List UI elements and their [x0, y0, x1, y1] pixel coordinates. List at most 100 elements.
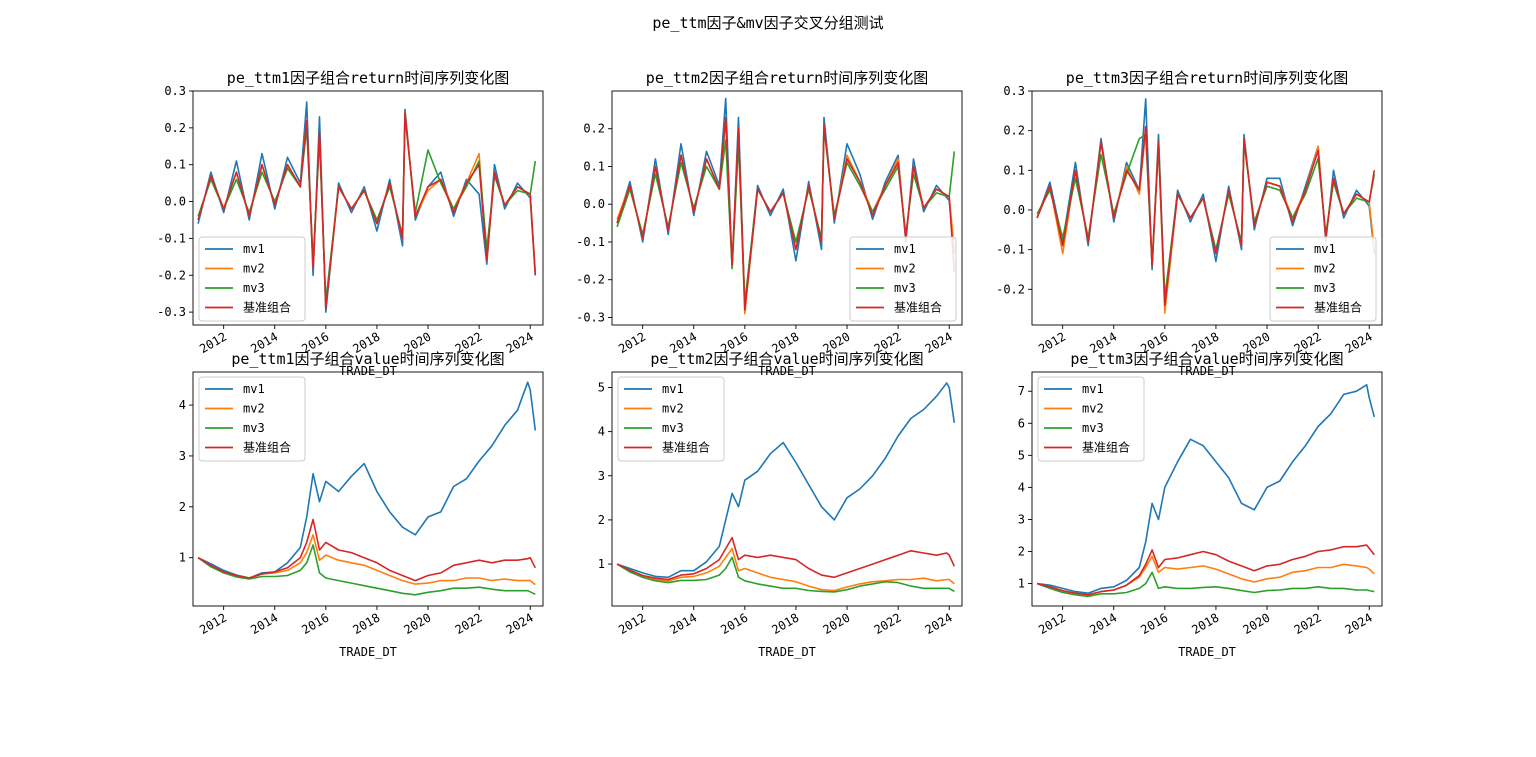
legend-label: mv3 — [894, 281, 916, 295]
series-line-基准组合 — [616, 536, 956, 581]
x-axis-label: TRADE_DT — [758, 364, 816, 378]
chart-panel-3: pe_ttm3因子组合return时间序列变化图 -0.2 -0.1 0.0 0.1 0.… — [996, 69, 1383, 378]
series-line-mv3 — [1036, 571, 1375, 598]
y-tick-label: 0.2 — [583, 122, 605, 136]
x-tick-label: 2014 — [1087, 610, 1119, 637]
chart-title: pe_ttm1因子组合return时间序列变化图 — [227, 69, 509, 87]
series-group — [197, 101, 537, 313]
series-line-mv3 — [197, 544, 536, 596]
series-line-mv1 — [1037, 383, 1376, 595]
legend-box — [198, 376, 306, 462]
legend-label: 基准组合 — [662, 440, 710, 455]
y-tick-label: -0.1 — [157, 231, 186, 245]
axes-frame — [611, 371, 963, 607]
y-tick-label: 5 — [598, 380, 605, 394]
y-tick-label: 0.1 — [583, 159, 605, 173]
x-tick-label: 2024 — [1343, 610, 1375, 637]
series-line-基准组合 — [1036, 544, 1375, 596]
series-line-mv2 — [616, 547, 955, 592]
x-tick-label: 2018 — [1189, 610, 1221, 637]
legend: mv1 mv2 mv3 基准组合 — [198, 376, 306, 462]
axes-frame — [1031, 371, 1383, 607]
chart-panel-2: pe_ttm2因子组合return时间序列变化图 -0.3 -0.2 -0.1 0.0 0… — [576, 69, 963, 378]
chart-panel-5: pe_ttm2因子组合value时间序列变化图 1 2 3 4 5 2012 2014 2016… — [598, 350, 963, 659]
legend-label: 基准组合 — [243, 440, 291, 455]
x-axis-label: TRADE_DT — [758, 645, 816, 659]
series-line-基准组合 — [197, 112, 537, 310]
x-tick-label: 2018 — [769, 610, 801, 637]
y-tick-label: -0.3 — [157, 305, 186, 319]
y-tick-label: 0.2 — [164, 121, 186, 135]
axes-frame — [192, 371, 544, 607]
x-tick-label: 2014 — [248, 610, 280, 637]
y-tick-label: 3 — [179, 449, 186, 463]
legend-label: mv1 — [1082, 382, 1104, 396]
x-tick-label: 2016 — [1138, 610, 1170, 637]
chart-title: pe_ttm3因子组合return时间序列变化图 — [1066, 69, 1348, 87]
series-line-基准组合 — [197, 518, 537, 582]
x-tick-label: 2018 — [350, 610, 382, 637]
chart-title: pe_ttm2因子组合value时间序列变化图 — [650, 350, 923, 368]
y-tick-label: 6 — [1018, 416, 1025, 430]
x-tick-label: 2012 — [197, 610, 229, 637]
x-tick-label: 2024 — [1343, 329, 1375, 356]
legend: mv1 mv2 mv3 基准组合 — [198, 236, 306, 322]
legend-label: mv1 — [662, 382, 684, 396]
x-tick-label: 2012 — [1036, 329, 1068, 356]
x-tick-label: 2022 — [872, 610, 904, 637]
y-tick-label: 4 — [598, 425, 605, 439]
x-tick-label: 2020 — [821, 610, 853, 637]
x-tick-label: 2024 — [923, 329, 955, 356]
x-axis-label: TRADE_DT — [339, 645, 397, 659]
y-tick-label: -0.2 — [996, 282, 1025, 296]
series-group — [1036, 98, 1376, 314]
series-line-mv1 — [197, 381, 537, 579]
chart-title: pe_ttm1因子组合value时间序列变化图 — [231, 350, 504, 368]
x-tick-label: 2012 — [616, 329, 648, 356]
legend-label: mv2 — [243, 262, 265, 276]
legend-label: 基准组合 — [894, 300, 942, 315]
legend-label: 基准组合 — [243, 300, 291, 315]
legend-box — [1037, 376, 1145, 462]
legend-box — [1269, 236, 1377, 322]
legend-label: mv1 — [1314, 242, 1336, 256]
x-axis-label: TRADE_DT — [1178, 645, 1236, 659]
series-line-基准组合 — [616, 116, 956, 311]
x-tick-label: 2012 — [197, 329, 229, 356]
legend: mv1 mv2 mv3 基准组合 — [1269, 236, 1377, 322]
y-tick-label: 0.3 — [1003, 84, 1025, 98]
legend-label: mv3 — [1082, 421, 1104, 435]
x-tick-label: 2024 — [504, 329, 536, 356]
chart-panel-6: pe_ttm3因子组合value时间序列变化图 1 2 3 4 5 6 7 2012 2014 20… — [1018, 350, 1383, 659]
x-tick-label: 2012 — [616, 610, 648, 637]
chart-title: pe_ttm2因子组合return时间序列变化图 — [646, 69, 928, 87]
x-tick-label: 2014 — [667, 610, 699, 637]
legend-label: mv3 — [662, 421, 684, 435]
x-tick-label: 2024 — [923, 610, 955, 637]
y-tick-label: 2 — [598, 513, 605, 527]
y-tick-label: 0.3 — [164, 84, 186, 98]
y-tick-label: 2 — [179, 500, 186, 514]
x-tick-label: 2016 — [299, 610, 331, 637]
series-line-mv2 — [1036, 555, 1375, 596]
series-line-基准组合 — [1036, 125, 1376, 307]
legend-label: 基准组合 — [1314, 300, 1362, 315]
legend-label: mv2 — [662, 402, 684, 416]
legend-label: mv3 — [1314, 281, 1336, 295]
y-tick-label: -0.2 — [576, 273, 605, 287]
series-group — [197, 381, 537, 596]
series-group — [616, 382, 956, 593]
legend-label: mv2 — [243, 402, 265, 416]
legend-label: mv3 — [243, 421, 265, 435]
chart-panel-1: pe_ttm1因子组合return时间序列变化图 -0.3 -0.2 -0.1 0.0 0… — [157, 69, 544, 378]
x-tick-label: 2024 — [504, 610, 536, 637]
y-tick-label: 2 — [1018, 545, 1025, 559]
y-tick-label: 3 — [1018, 512, 1025, 526]
x-tick-label: 2012 — [1036, 610, 1068, 637]
y-tick-label: 0.0 — [583, 197, 605, 211]
y-tick-label: -0.1 — [996, 243, 1025, 257]
y-tick-label: 7 — [1018, 384, 1025, 398]
legend-label: mv2 — [1314, 262, 1336, 276]
legend: mv1 mv2 mv3 基准组合 — [849, 236, 957, 322]
